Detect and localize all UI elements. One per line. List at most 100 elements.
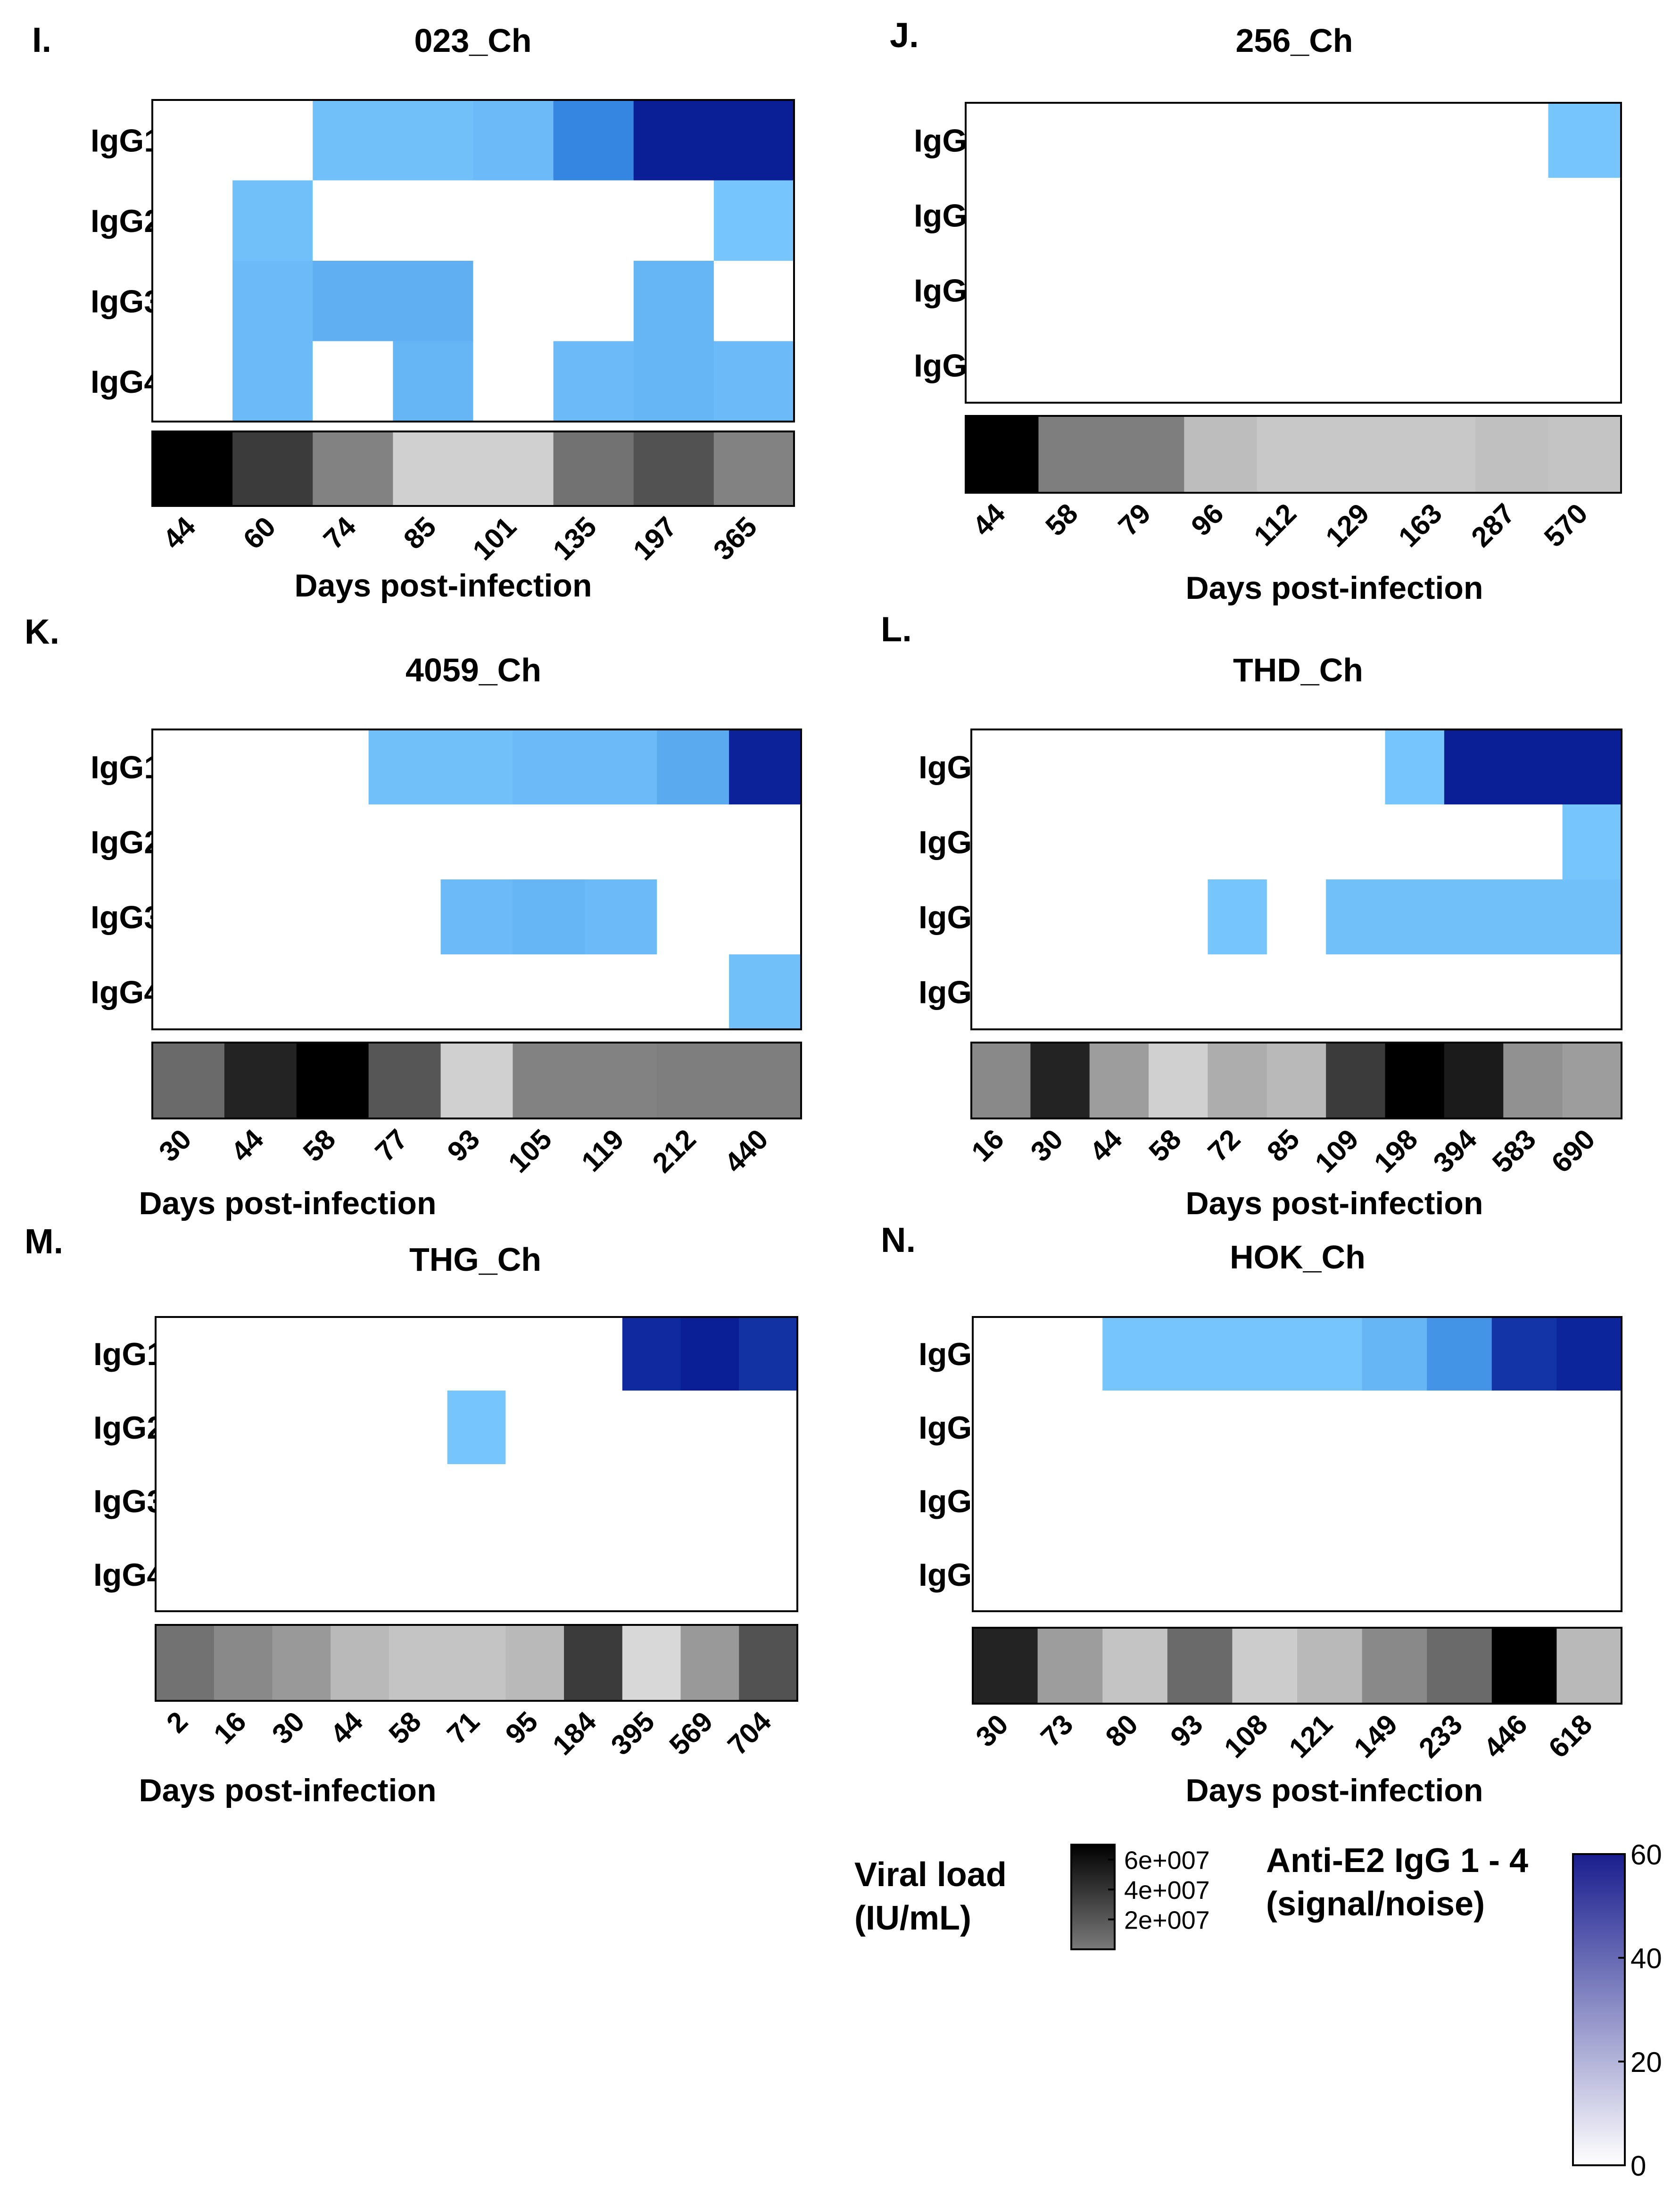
viral-load-cell xyxy=(971,1043,1031,1118)
antibody-tick-label: 40 xyxy=(1630,1943,1662,1974)
viral-load-cell xyxy=(1232,1628,1298,1704)
heatmap-cell xyxy=(1330,103,1403,178)
day-tick-label: 85 xyxy=(1261,1123,1306,1168)
heatmap-cell xyxy=(393,341,474,422)
heatmap-cell xyxy=(1208,729,1267,805)
x-axis-label: Days post-infection xyxy=(1186,1185,1483,1221)
panel-letter: K. xyxy=(25,612,59,651)
day-tick-label: 108 xyxy=(1218,1708,1274,1764)
heatmap-cell xyxy=(1232,1538,1298,1612)
viral-load-cell xyxy=(1491,1628,1557,1704)
heatmap-cell xyxy=(505,1538,564,1612)
day-tick-label: 58 xyxy=(1142,1123,1187,1168)
heatmap-cell xyxy=(564,1317,623,1391)
heatmap-cell xyxy=(1402,253,1476,328)
heatmap-cell xyxy=(1475,103,1549,178)
panel-title: THG_Ch xyxy=(409,1241,541,1278)
day-tick-label: 395 xyxy=(605,1706,661,1761)
panel-letter: I. xyxy=(32,20,51,59)
heatmap-cell xyxy=(553,341,634,422)
heatmap-cell xyxy=(633,261,714,342)
heatmap-cell xyxy=(272,1538,331,1612)
viral-load-cell xyxy=(1503,1043,1563,1118)
heatmap-cell xyxy=(622,1464,681,1538)
day-tick-label: 2 xyxy=(160,1706,194,1739)
heatmap-cell xyxy=(1427,1317,1492,1391)
day-tick-label: 583 xyxy=(1486,1123,1542,1179)
heatmap-cell xyxy=(1297,1538,1363,1612)
day-tick-label: 30 xyxy=(266,1706,311,1750)
heatmap-cell xyxy=(1475,178,1549,253)
heatmap-cell xyxy=(156,1464,215,1538)
heatmap-cell xyxy=(1548,103,1622,178)
day-tick-label: 446 xyxy=(1478,1708,1533,1764)
day-tick-label: 58 xyxy=(382,1706,427,1750)
heatmap-cell xyxy=(440,879,513,955)
heatmap-cell xyxy=(1038,328,1112,403)
viral-load-cell xyxy=(152,1043,225,1118)
heatmap-cell xyxy=(272,1317,331,1391)
panel-title: 023_Ch xyxy=(414,22,531,59)
panel-letter: N. xyxy=(881,1220,916,1259)
heatmap-cell xyxy=(713,100,794,181)
heatmap-cell xyxy=(1208,804,1267,880)
heatmap-cell xyxy=(331,1317,389,1391)
heatmap-cell xyxy=(1491,1391,1557,1465)
heatmap-cell xyxy=(1330,253,1403,328)
viral-load-border xyxy=(151,431,795,507)
heatmap-cell xyxy=(1167,1391,1233,1465)
heatmap-cell xyxy=(156,1317,215,1391)
day-tick-label: 74 xyxy=(317,510,362,555)
viral-load-cell xyxy=(1402,416,1476,493)
heatmap-cell xyxy=(513,729,585,805)
heatmap-cell xyxy=(1257,178,1330,253)
heatmap-cell xyxy=(1167,1538,1233,1612)
row-label-igg4: IgG4 xyxy=(91,364,162,400)
viral-load-cell xyxy=(296,1043,369,1118)
heatmap-cell xyxy=(1038,103,1112,178)
row-label-igg3: IgG3 xyxy=(93,1483,165,1519)
day-tick-label: 44 xyxy=(1084,1123,1128,1168)
heatmap-cell xyxy=(331,1538,389,1612)
heatmap-cell xyxy=(156,1391,215,1465)
heatmap-cell xyxy=(1330,328,1403,403)
heatmap-cell xyxy=(633,100,714,181)
heatmap-cell xyxy=(1402,103,1476,178)
viral-load-cell xyxy=(368,1043,441,1118)
heatmap-cell xyxy=(1149,729,1208,805)
heatmap-cell xyxy=(971,804,1031,880)
row-label-igg2: IgG2 xyxy=(93,1410,165,1446)
viral-load-cell xyxy=(1111,416,1184,493)
viral-load-cell xyxy=(585,1043,657,1118)
viral-load-colorbar xyxy=(1070,1844,1116,1950)
day-tick-label: 16 xyxy=(965,1123,1010,1168)
heatmap-cell xyxy=(713,261,794,342)
day-tick-label: 569 xyxy=(663,1706,719,1761)
viral-load-cell xyxy=(1562,1043,1622,1118)
heatmap-cell xyxy=(296,879,369,955)
heatmap-cell xyxy=(1208,879,1267,955)
day-tick-label: 163 xyxy=(1392,497,1448,553)
heatmap-cell xyxy=(505,1317,564,1391)
viral-load-cell xyxy=(1038,416,1112,493)
row-label-igg3: IgG3 xyxy=(91,900,162,936)
heatmap-cell xyxy=(1385,804,1445,880)
heatmap-cell xyxy=(553,261,634,342)
viral-load-border xyxy=(151,1042,802,1119)
day-tick-label: 93 xyxy=(1164,1708,1209,1753)
day-tick-label: 71 xyxy=(441,1706,486,1750)
heatmap-cell xyxy=(368,879,441,955)
day-tick-label: 135 xyxy=(547,511,603,566)
heatmap-cell xyxy=(224,804,297,880)
day-tick-label: 72 xyxy=(1202,1123,1247,1168)
heatmap-cell xyxy=(973,1538,1038,1612)
heatmap-cell xyxy=(1330,178,1403,253)
heatmap-cell xyxy=(152,804,225,880)
heatmap-cell xyxy=(389,1317,448,1391)
heatmap-cell xyxy=(657,954,729,1030)
heatmap-cell xyxy=(1326,879,1386,955)
day-tick-label: 119 xyxy=(575,1123,630,1178)
heatmap-cell xyxy=(1038,253,1112,328)
heatmap-cell xyxy=(657,729,729,805)
